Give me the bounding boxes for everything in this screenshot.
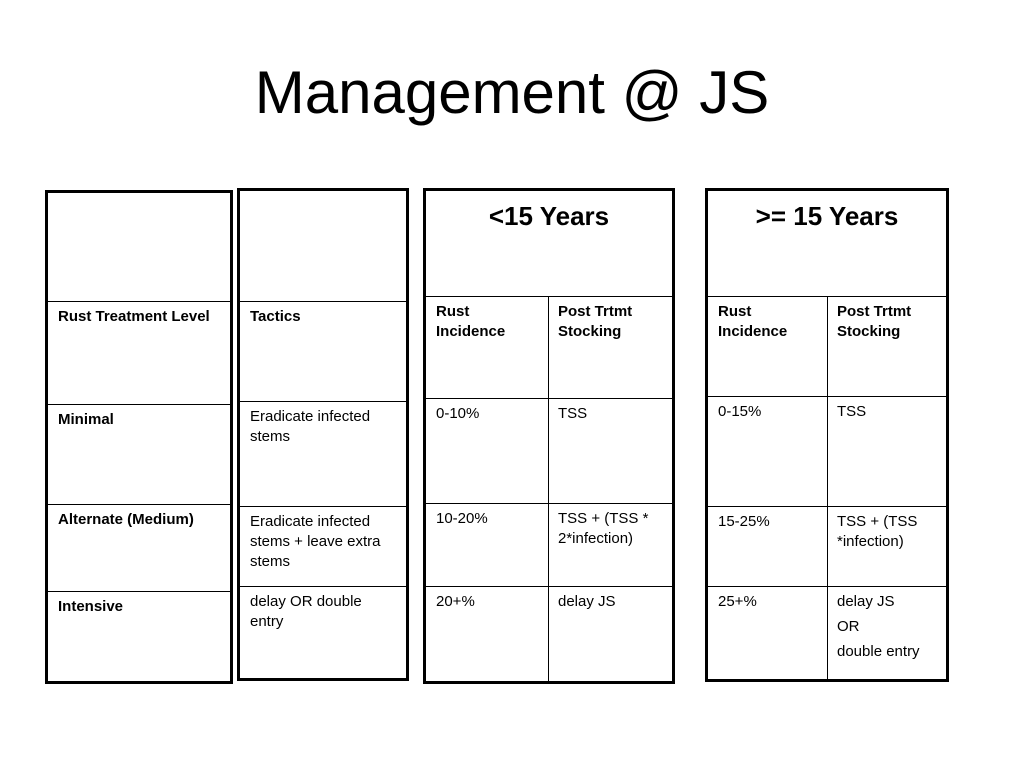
table-cell: 10-20% [436, 510, 488, 527]
row-divider [240, 301, 406, 302]
table-cell: TSS [558, 405, 588, 422]
table: Tactics Eradicate infected stems Eradicate… [237, 188, 409, 681]
table: >= 15 Years Rust Incidence Post Trtmt Stoc… [705, 188, 949, 682]
row-divider [240, 506, 406, 507]
row-divider [426, 398, 672, 399]
column-divider [548, 296, 549, 681]
row-divider [240, 586, 406, 587]
row-divider [48, 404, 230, 405]
row-divider [426, 503, 672, 504]
row-divider [48, 504, 230, 505]
table: Rust Treatment Level Minimal Alternate (Me… [45, 190, 233, 684]
table-cell: Rust Treatment Level [58, 308, 210, 325]
row-divider [426, 296, 672, 297]
table-cell: Eradicate infected stems [250, 408, 371, 445]
table-cell: Minimal [58, 411, 114, 428]
table-cell: delay JS OR double entry [827, 586, 946, 683]
table-cell: delay OR double entry [250, 593, 362, 630]
table-cell: Intensive [58, 598, 124, 615]
table-cell: Eradicate infected stems + leave extra s… [250, 513, 381, 570]
table-header: <15 Years [488, 201, 610, 231]
table-cell: 25+% [718, 593, 757, 610]
cell-line: double entry [837, 643, 920, 660]
table-cell: 0-10% [436, 405, 480, 422]
row-divider [426, 586, 672, 587]
row-divider [48, 591, 230, 592]
table-cell: 0-15% [718, 403, 762, 420]
row-divider [48, 301, 230, 302]
table-cell: 20+% [436, 593, 475, 610]
table-cell: Post Trtmt Stocking [558, 303, 633, 340]
table-header: >= 15 Years [755, 201, 899, 231]
table-cell: TSS + (TSS * 2*infection) [558, 510, 649, 547]
slide-title: Management @ JS [254, 59, 770, 126]
table-cell: delay JS [558, 593, 616, 610]
table: <15 Years Rust Incidence Post Trtmt Stocki… [423, 188, 675, 684]
table-cell: Rust Incidence [436, 303, 506, 340]
cell-line: OR [837, 618, 860, 635]
table-cell: Alternate (Medium) [58, 511, 194, 528]
cell-line: delay JS [837, 593, 895, 610]
table-cell: Rust Incidence [718, 303, 788, 340]
table-cell: 15-25% [718, 513, 770, 530]
table-cell: Tactics [250, 308, 301, 325]
table-cell: TSS + (TSS *infection) [837, 513, 918, 550]
table-cell: TSS [837, 403, 867, 420]
row-divider [240, 401, 406, 402]
column-divider [827, 296, 828, 679]
table-cell: Post Trtmt Stocking [837, 303, 912, 340]
